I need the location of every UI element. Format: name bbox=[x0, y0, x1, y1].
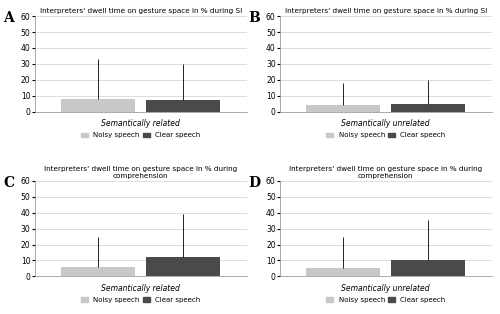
Text: Semantically related: Semantically related bbox=[101, 119, 180, 128]
Legend: Noisy speech, Clear speech: Noisy speech, Clear speech bbox=[326, 133, 446, 138]
Title: Interpreters' dwell time on gesture space in % during
comprehension: Interpreters' dwell time on gesture spac… bbox=[289, 166, 482, 179]
Text: Semantically unrelated: Semantically unrelated bbox=[342, 119, 430, 128]
Bar bbox=[391, 104, 465, 112]
Legend: Noisy speech, Clear speech: Noisy speech, Clear speech bbox=[81, 297, 200, 303]
Text: B: B bbox=[248, 11, 260, 25]
Bar bbox=[61, 99, 136, 112]
Text: Semantically unrelated: Semantically unrelated bbox=[342, 284, 430, 293]
Legend: Noisy speech, Clear speech: Noisy speech, Clear speech bbox=[81, 133, 200, 138]
Bar bbox=[146, 100, 220, 112]
Text: D: D bbox=[248, 176, 260, 190]
Title: Interpreters' dwell time on gesture space in % during
comprehension: Interpreters' dwell time on gesture spac… bbox=[44, 166, 238, 179]
Text: Semantically related: Semantically related bbox=[101, 284, 180, 293]
Text: C: C bbox=[3, 176, 14, 190]
Bar bbox=[146, 257, 220, 276]
Title: Interpreters' dwell time on gesture space in % during SI: Interpreters' dwell time on gesture spac… bbox=[284, 8, 487, 14]
Legend: Noisy speech, Clear speech: Noisy speech, Clear speech bbox=[326, 297, 446, 303]
Bar bbox=[306, 106, 380, 112]
Bar bbox=[61, 267, 136, 276]
Bar bbox=[391, 260, 465, 276]
Title: Interpreters' dwell time on gesture space in % during SI: Interpreters' dwell time on gesture spac… bbox=[40, 8, 242, 14]
Text: A: A bbox=[3, 11, 13, 25]
Bar bbox=[306, 268, 380, 276]
